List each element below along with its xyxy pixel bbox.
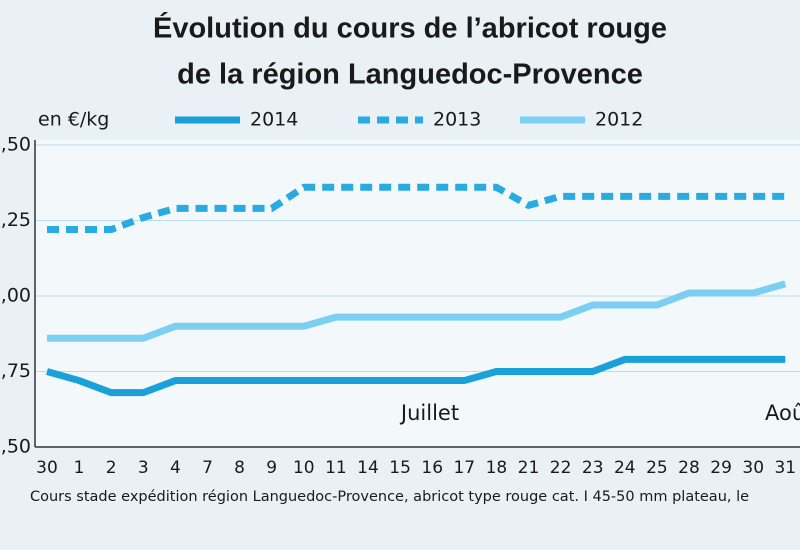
x-tick-label: 31: [774, 458, 796, 478]
x-tick-label: 25: [646, 458, 668, 478]
y-tick-label: 2,00: [0, 285, 31, 307]
x-tick-label: 23: [582, 458, 604, 478]
x-tick-label: 29: [710, 458, 732, 478]
x-tick-label: 10: [293, 458, 315, 478]
x-tick-label: 4: [170, 458, 181, 478]
x-tick-label: 16: [421, 458, 443, 478]
x-tick-label: 3: [138, 458, 149, 478]
x-tick-label: 18: [486, 458, 508, 478]
legend-label: 2013: [433, 109, 481, 131]
annotation: Juillet: [399, 401, 459, 425]
plot-area: [35, 140, 800, 447]
x-tick-label: 2: [106, 458, 117, 478]
y-axis-label: en €/kg: [38, 109, 109, 131]
x-tick-label: 17: [453, 458, 475, 478]
chart-subtitle: de la région Languedoc-Provence: [177, 59, 643, 91]
x-tick-label: 14: [357, 458, 379, 478]
x-tick-label: 30: [36, 458, 58, 478]
x-tick-label: 8: [234, 458, 245, 478]
x-tick-label: 30: [742, 458, 764, 478]
x-tick-label: 15: [389, 458, 411, 478]
y-tick-label: 2,25: [0, 209, 31, 231]
x-tick-label: 28: [678, 458, 700, 478]
x-tick-label: 9: [266, 458, 277, 478]
series-line: [47, 183, 786, 234]
annotation: Août: [765, 401, 800, 425]
y-tick-label: 1,75: [0, 360, 31, 382]
y-tick-label: 1,50: [0, 436, 31, 458]
y-tick-label: 2,50: [0, 134, 31, 156]
x-tick-label: 21: [518, 458, 540, 478]
series-line: [47, 280, 787, 342]
footnote: Cours stade expédition région Languedoc-…: [30, 489, 749, 505]
x-tick-label: 7: [202, 458, 213, 478]
series-line: [46, 355, 786, 397]
x-tick-label: 11: [325, 458, 347, 478]
legend-label: 2012: [595, 109, 643, 131]
x-tick-label: 22: [550, 458, 572, 478]
x-tick-label: 24: [614, 458, 636, 478]
legend-label: 2014: [250, 109, 298, 131]
x-tick-label: 1: [74, 458, 85, 478]
chart-title: Évolution du cours de l’abricot rouge: [153, 11, 667, 45]
